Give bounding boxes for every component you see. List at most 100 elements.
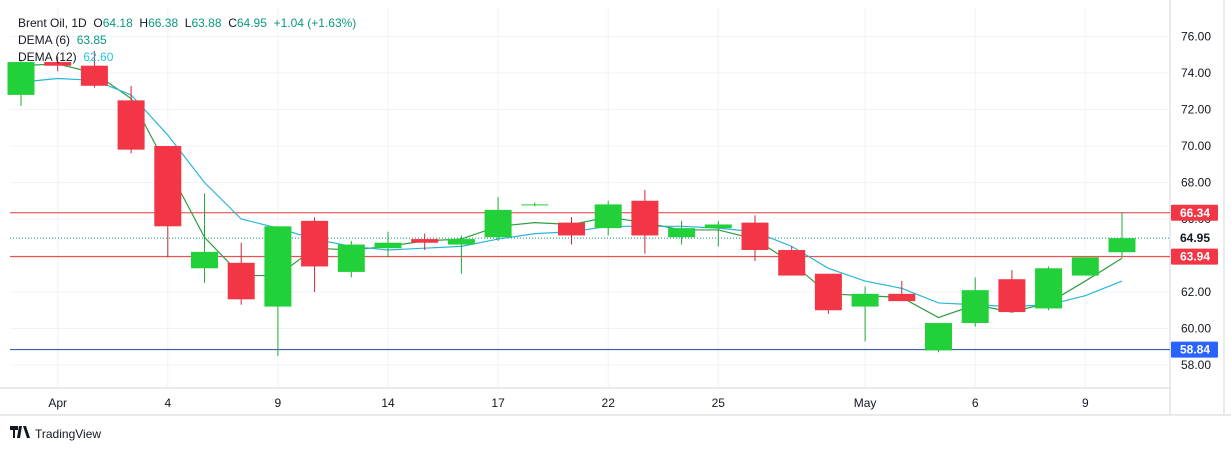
candle-body bbox=[447, 239, 475, 245]
time-tick-label: 4 bbox=[164, 396, 171, 410]
time-tick-label: 25 bbox=[712, 396, 726, 410]
candle[interactable] bbox=[447, 235, 475, 274]
candle[interactable] bbox=[851, 286, 879, 342]
candle-body bbox=[741, 222, 769, 251]
candle[interactable] bbox=[998, 270, 1026, 313]
candle[interactable] bbox=[44, 56, 72, 72]
open-label: O bbox=[93, 16, 103, 30]
dema12-row[interactable]: DEMA (12) 62.60 bbox=[18, 49, 356, 66]
candle[interactable] bbox=[80, 51, 108, 88]
candle[interactable] bbox=[594, 200, 622, 236]
low-label: L bbox=[184, 16, 192, 30]
candle[interactable] bbox=[1108, 212, 1136, 258]
price-tick-label: 62.00 bbox=[1181, 285, 1211, 299]
candle-body bbox=[337, 244, 365, 272]
tradingview-logo-icon bbox=[10, 426, 30, 441]
dema6-value: 63.85 bbox=[76, 33, 107, 47]
dema6-label: DEMA (6) bbox=[18, 33, 71, 47]
candle[interactable] bbox=[1071, 257, 1099, 276]
candle-body bbox=[851, 293, 879, 307]
candle-body bbox=[558, 222, 585, 236]
candle[interactable] bbox=[741, 215, 769, 261]
candle[interactable] bbox=[154, 146, 182, 258]
candle-body bbox=[1071, 257, 1099, 276]
interval[interactable]: 1D bbox=[71, 16, 87, 30]
candle[interactable] bbox=[558, 217, 585, 245]
candle[interactable] bbox=[1035, 266, 1063, 311]
time-tick-label: 9 bbox=[1082, 396, 1089, 410]
time-tick-label: 6 bbox=[972, 396, 979, 410]
candle[interactable] bbox=[374, 231, 402, 258]
time-tick-label: Apr bbox=[48, 396, 67, 410]
candle-body bbox=[1108, 238, 1136, 253]
candle-body bbox=[7, 62, 35, 95]
hline-price-label: 66.34 bbox=[1171, 204, 1218, 221]
candle[interactable] bbox=[337, 240, 365, 278]
hline-price-label: 63.94 bbox=[1171, 248, 1218, 265]
price-tick-label: 76.00 bbox=[1181, 30, 1211, 44]
svg-text:58.84: 58.84 bbox=[1180, 343, 1210, 357]
dema12-label: DEMA (12) bbox=[18, 50, 77, 64]
high-value: 66.38 bbox=[148, 16, 179, 30]
candle-body bbox=[1035, 268, 1063, 309]
candle[interactable] bbox=[301, 217, 329, 292]
hline-price-label: 58.84 bbox=[1171, 341, 1218, 358]
candle-body bbox=[117, 100, 145, 150]
candle[interactable] bbox=[227, 242, 255, 305]
candle-body bbox=[411, 239, 439, 243]
change-value: +1.04 (+1.63%) bbox=[273, 16, 357, 30]
candle[interactable] bbox=[631, 189, 659, 254]
candle[interactable] bbox=[191, 193, 218, 283]
price-tick-label: 72.00 bbox=[1181, 103, 1211, 117]
candle-body bbox=[998, 279, 1026, 313]
candle[interactable] bbox=[7, 60, 35, 106]
plot-area[interactable] bbox=[10, 8, 1170, 388]
price-tick-label: 74.00 bbox=[1181, 66, 1211, 80]
candle-body bbox=[961, 290, 989, 324]
candle-body bbox=[594, 204, 622, 229]
candle[interactable] bbox=[704, 220, 732, 247]
low-value: 63.88 bbox=[191, 16, 222, 30]
candle[interactable] bbox=[925, 323, 952, 353]
dema6-row[interactable]: DEMA (6) 63.85 bbox=[18, 32, 356, 49]
candle[interactable] bbox=[521, 202, 549, 207]
candle-body bbox=[191, 251, 218, 269]
candle[interactable] bbox=[117, 85, 145, 154]
candle[interactable] bbox=[411, 233, 439, 251]
candle-body bbox=[888, 293, 916, 302]
price-tick-label: 70.00 bbox=[1181, 139, 1211, 153]
candle-body bbox=[704, 224, 732, 229]
time-tick-label: 14 bbox=[381, 396, 395, 410]
candle-body bbox=[227, 262, 255, 300]
close-label: C bbox=[228, 16, 237, 30]
candle[interactable] bbox=[484, 197, 512, 241]
dema12-value: 62.60 bbox=[83, 50, 114, 64]
time-tick-label: May bbox=[854, 396, 877, 410]
time-tick-label: 17 bbox=[491, 396, 505, 410]
candle-body bbox=[80, 65, 108, 86]
candle[interactable] bbox=[668, 220, 696, 245]
candle-body bbox=[521, 204, 549, 206]
candle[interactable] bbox=[814, 273, 842, 314]
candle[interactable] bbox=[961, 277, 989, 327]
time-tick-label: 9 bbox=[275, 396, 282, 410]
tradingview-branding[interactable]: TradingView bbox=[10, 426, 101, 441]
candle[interactable] bbox=[888, 281, 916, 302]
high-label: H bbox=[139, 16, 149, 30]
close-value: 64.95 bbox=[236, 16, 267, 30]
symbol-name[interactable]: Brent Oil bbox=[18, 16, 65, 30]
candle-body bbox=[374, 242, 402, 249]
candle-body bbox=[154, 146, 182, 227]
price-tick-label: 60.00 bbox=[1181, 322, 1211, 336]
open-value: 64.18 bbox=[102, 16, 133, 30]
svg-text:66.34: 66.34 bbox=[1180, 206, 1210, 220]
candle-body bbox=[264, 226, 292, 307]
candle-body bbox=[484, 209, 512, 238]
ohlc-row: Brent Oil, 1D O64.18 H66.38 L63.88 C64.9… bbox=[18, 16, 357, 30]
time-tick-label: 22 bbox=[602, 396, 616, 410]
candle[interactable] bbox=[264, 226, 292, 356]
candle-body bbox=[44, 62, 72, 66]
candle[interactable] bbox=[778, 246, 806, 276]
candle-body bbox=[814, 273, 842, 311]
